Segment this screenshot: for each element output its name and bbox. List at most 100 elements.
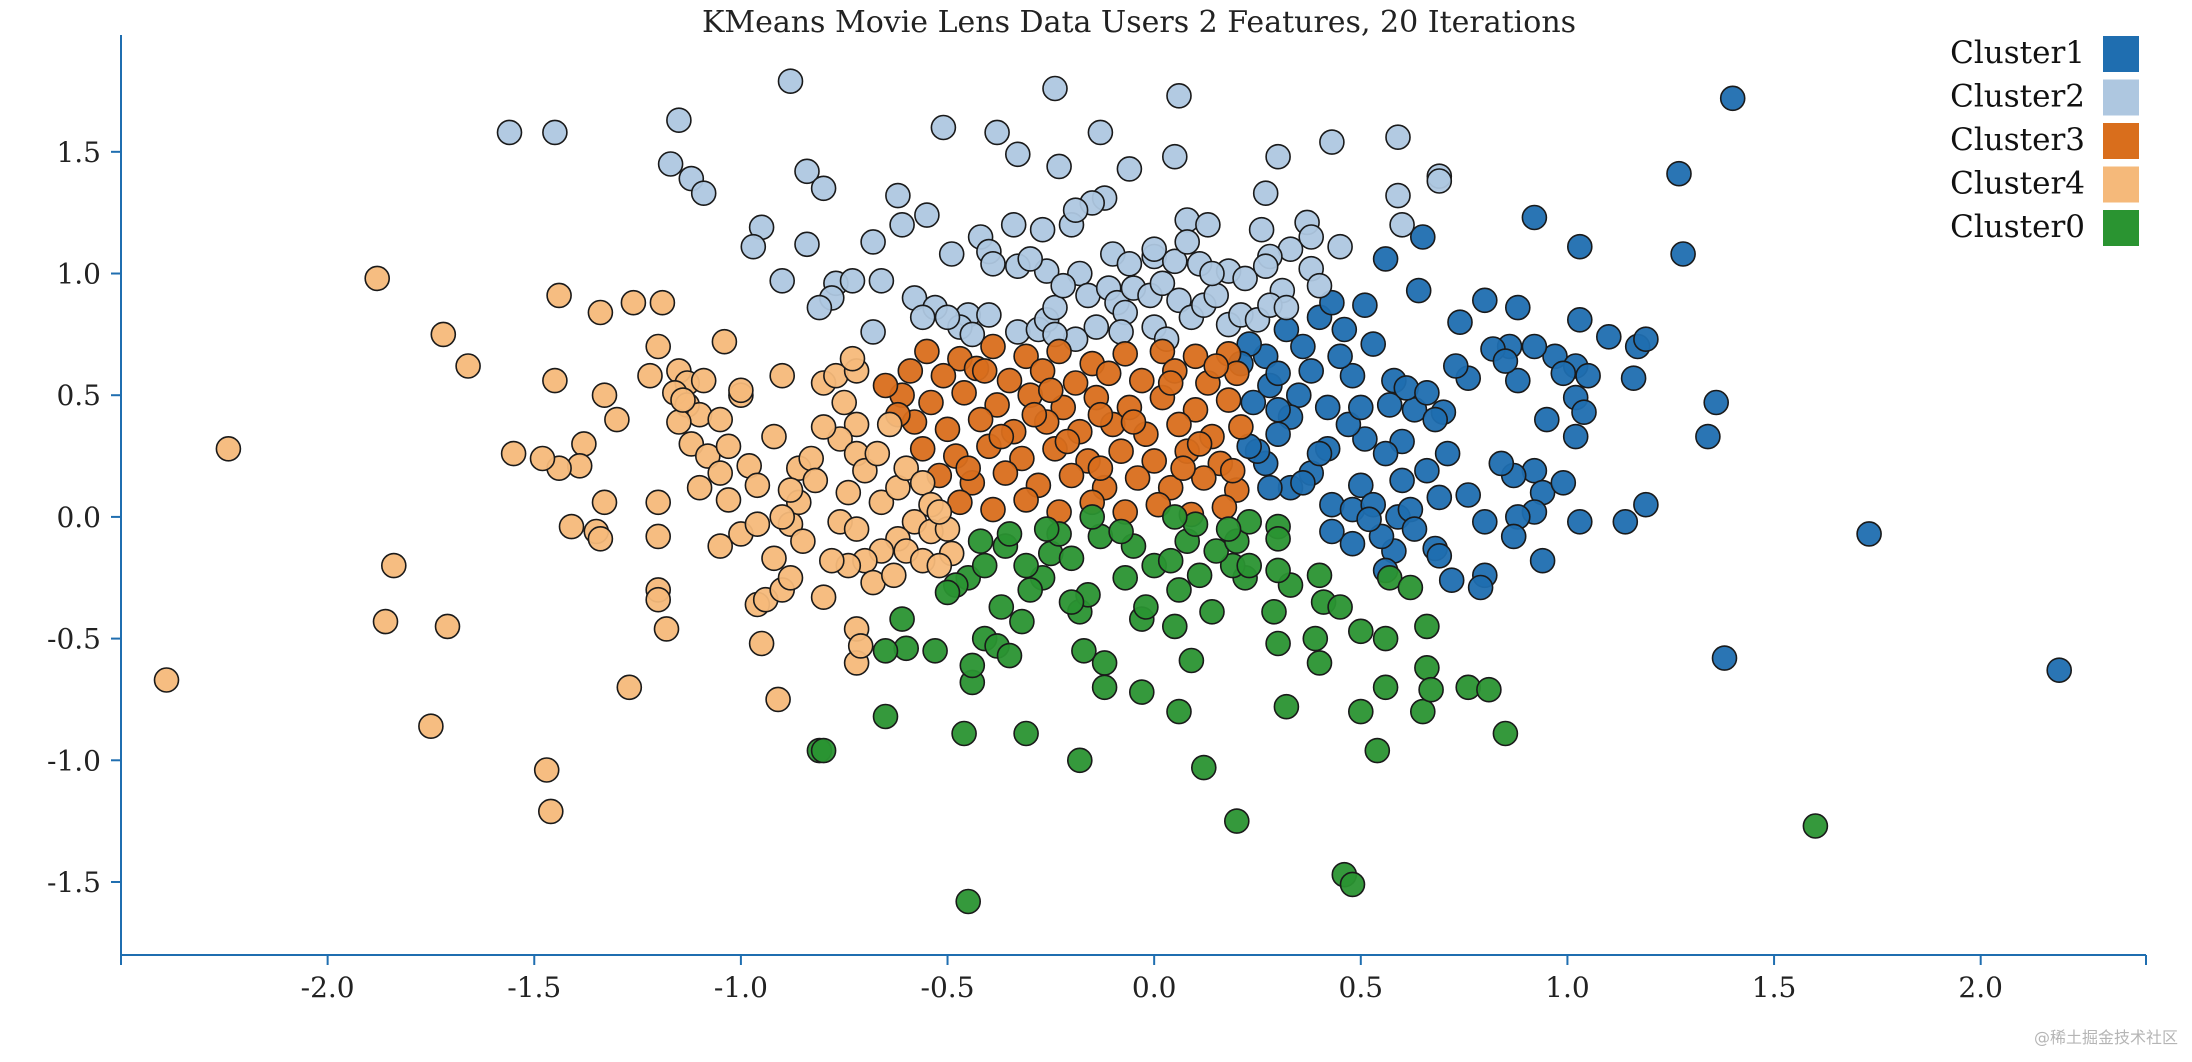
data-point [984,392,1010,418]
data-point [380,552,407,579]
data-point [1422,406,1448,433]
data-point [430,321,457,348]
data-point [686,474,713,501]
data-point [810,414,837,440]
data-point [1095,360,1122,387]
data-point [1356,506,1382,533]
legend-label: Cluster4 [1950,166,2085,202]
data-point [1017,246,1043,272]
data-point [1327,594,1353,620]
data-point [806,294,833,321]
data-point [1058,462,1085,489]
data-point [1410,698,1436,725]
data-point [1087,119,1114,146]
data-point [835,479,862,506]
data-point [1232,265,1258,292]
data-point [1203,538,1229,564]
data-point [1203,353,1229,379]
data-point [153,667,180,693]
data-point [971,358,998,384]
data-point [1414,379,1440,406]
data-point [1529,547,1556,574]
data-point [546,282,572,309]
data-point [1438,567,1465,594]
data-point [1550,360,1577,387]
data-point [1389,467,1415,494]
data-point [1521,204,1548,231]
data-point [1405,277,1432,304]
data-point [777,477,804,503]
data-point [670,387,696,413]
data-point [959,321,986,348]
data-point [922,637,948,664]
data-point [1286,382,1312,409]
data-point [707,406,734,433]
data-point [1013,552,1039,579]
data-point [1252,253,1279,280]
data-point [728,377,754,404]
data-point [1265,421,1291,448]
data-point [889,606,915,632]
data-point [1434,440,1461,467]
data-point [914,202,940,228]
data-point [1306,562,1333,589]
data-point [1149,338,1176,365]
data-point [1017,577,1043,603]
data-point [1567,233,1593,260]
legend-label: Cluster3 [1950,122,2085,158]
data-point [645,333,672,360]
data-point [1562,423,1589,450]
data-point [1339,871,1366,898]
x-tick-label: 2.0 [1958,971,2003,1004]
data-point [1129,679,1155,705]
data-point [1042,75,1068,102]
data-point [996,367,1023,394]
series-cluster1 [1228,85,2072,684]
data-point [976,302,1002,328]
series-cluster0 [806,504,1829,915]
data-point [1046,153,1072,180]
data-point [1240,389,1267,416]
data-point [1695,423,1721,450]
y-axis-ticks: 1.5 1.0 0.5 0.0 -0.5 -1.0 -1.5 [47,136,121,899]
data-point [1058,545,1085,572]
data-point [1236,552,1262,579]
data-point [1372,440,1399,467]
data-point [1302,625,1329,652]
y-tick-label: 1.0 [56,258,101,291]
data-point [1191,754,1217,781]
data-point [1348,698,1374,725]
data-point [1054,428,1081,455]
data-point [1492,720,1519,747]
data-point [1802,813,1829,839]
data-point [1228,414,1254,440]
data-point [1203,282,1229,309]
data-point [980,496,1006,523]
data-point [1009,608,1035,635]
data-point [364,265,391,292]
data-point [1467,574,1494,601]
data-point [864,440,891,467]
data-point [1029,216,1056,243]
data-point [1116,156,1143,182]
data-point [1521,457,1548,484]
data-point [1385,182,1411,209]
y-tick-label: -1.5 [47,866,101,899]
legend-swatch [2103,79,2139,116]
data-point [1455,482,1481,508]
data-point [616,674,643,701]
data-point [1571,399,1597,426]
data-point [934,416,961,443]
data-point [1476,676,1502,703]
data-point [810,584,837,611]
data-point [1157,547,1184,574]
data-point [1174,207,1200,233]
x-tick-label: 0.0 [1132,971,1177,1004]
data-point [1166,698,1192,725]
data-point [934,579,961,606]
x-tick-label: 0.5 [1339,971,1384,1004]
data-point [794,231,820,258]
data-point [1339,530,1366,557]
data-point [604,406,630,433]
data-point [926,552,953,579]
